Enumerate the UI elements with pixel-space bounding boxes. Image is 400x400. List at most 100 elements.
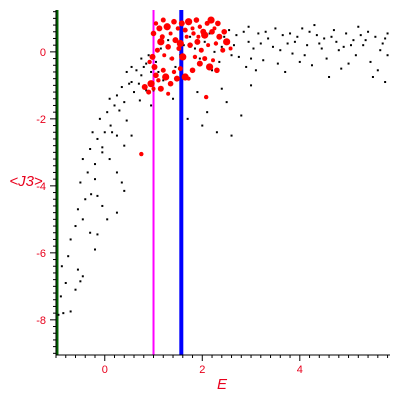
data-point [205, 63, 214, 71]
data-point [237, 55, 240, 58]
data-point [337, 49, 340, 52]
data-point [186, 117, 189, 120]
data-point [271, 45, 274, 48]
data-point [176, 39, 184, 48]
data-point [276, 62, 279, 65]
axes [55, 10, 390, 356]
data-point [123, 144, 126, 147]
data-point [328, 75, 331, 78]
data-point [318, 42, 321, 45]
data-point [192, 54, 198, 60]
data-point [69, 238, 72, 241]
data-point [108, 97, 111, 100]
data-point [150, 104, 153, 107]
data-point [91, 131, 94, 134]
data-point [206, 111, 209, 114]
data-point [207, 16, 215, 24]
data-point [376, 69, 379, 72]
data-point [230, 54, 233, 57]
x-tick-label: 0 [102, 364, 108, 376]
data-point [247, 40, 250, 43]
data-point [179, 53, 187, 61]
x-tick-label: 4 [297, 364, 303, 376]
data-point [178, 20, 185, 27]
data-point [223, 38, 231, 46]
data-point [108, 158, 111, 161]
data-point [145, 89, 148, 92]
data-point [115, 94, 118, 97]
data-point [98, 117, 101, 120]
data-point [232, 44, 235, 47]
data-point [296, 35, 299, 38]
x-tick-label: 2 [199, 364, 205, 376]
data-point [157, 38, 165, 46]
data-point [94, 248, 97, 251]
data-point [203, 40, 206, 43]
data-point [310, 64, 313, 67]
data-point [242, 30, 245, 33]
data-point [220, 45, 223, 48]
y-axis-label: <J3> [9, 173, 43, 190]
data-point [325, 57, 328, 60]
data-point [171, 69, 177, 75]
data-point [371, 75, 374, 78]
data-point [264, 30, 267, 33]
data-point [198, 47, 204, 53]
data-point [106, 218, 109, 221]
data-point [79, 280, 82, 283]
y-tick-label: -6 [36, 248, 46, 260]
data-point [167, 80, 174, 87]
data-point [133, 91, 136, 94]
data-point [216, 33, 223, 40]
x-axis-label: E [217, 376, 228, 393]
data-point [89, 231, 92, 234]
data-point [145, 62, 148, 65]
data-point [369, 60, 372, 63]
data-point [187, 42, 193, 48]
data-point [62, 312, 65, 315]
data-point [213, 50, 216, 53]
data-point [235, 34, 238, 37]
data-point [137, 82, 140, 85]
data-point [284, 70, 287, 73]
data-point [213, 41, 219, 46]
data-point [81, 275, 84, 278]
data-point [289, 32, 292, 35]
data-point [189, 35, 192, 38]
data-point [130, 65, 133, 68]
data-point [184, 34, 189, 39]
data-point [340, 67, 343, 70]
data-point [293, 40, 296, 43]
data-point [201, 124, 204, 127]
data-point [315, 34, 318, 37]
data-point [374, 35, 377, 38]
data-point [362, 44, 365, 47]
data-point [202, 56, 208, 62]
tick-marks: 0 2 4 0 -2 -4 -6 -8 [36, 11, 389, 376]
data-point [209, 28, 215, 35]
data-point [166, 91, 171, 96]
data-point [101, 151, 104, 154]
data-point [162, 53, 167, 58]
data-point [171, 18, 177, 25]
data-point [162, 73, 170, 81]
data-point [182, 27, 188, 33]
data-point [176, 46, 182, 52]
data-point [186, 76, 191, 81]
data-point [86, 171, 89, 174]
data-point [141, 84, 148, 91]
data-point [189, 67, 196, 74]
data-point [168, 31, 173, 36]
data-point [125, 119, 128, 122]
data-point [150, 70, 153, 73]
data-point [211, 58, 216, 63]
data-point [193, 47, 196, 50]
data-point [157, 85, 164, 92]
y-tick-label: -8 [36, 315, 46, 327]
data-point [135, 69, 138, 72]
data-point [228, 29, 231, 32]
y-tick-label: -4 [36, 181, 46, 193]
data-point [223, 35, 226, 38]
data-point [357, 25, 360, 28]
data-point [74, 288, 77, 291]
